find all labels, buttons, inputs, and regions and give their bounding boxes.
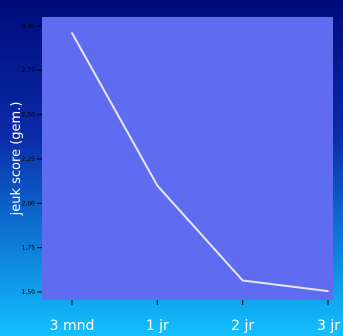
x-tick-label: 3 jr xyxy=(317,318,340,334)
y-tick-label: 2,00 xyxy=(22,200,36,207)
x-tick-label: 3 mnd xyxy=(50,318,95,334)
y-tick-label: 2,75 xyxy=(22,67,36,74)
data-point xyxy=(71,32,73,34)
y-axis-label: jeuk score (gem.) xyxy=(9,102,24,217)
y-tick-label: 1,75 xyxy=(22,245,36,252)
plot-area xyxy=(42,17,333,300)
data-point xyxy=(327,290,329,292)
y-axis: 1,50 1,75 2,00 2,25 2,50 2,75 3,00 xyxy=(22,23,42,296)
y-tick-label: 1,50 xyxy=(22,289,36,296)
x-tick-label: 1 jr xyxy=(146,318,169,334)
y-tick-label: 3,00 xyxy=(22,23,36,30)
x-axis: 3 mnd 1 jr 2 jr 3 jr xyxy=(50,300,340,334)
series-line xyxy=(71,32,329,293)
y-tick-label: 2,50 xyxy=(22,112,36,119)
data-point xyxy=(241,279,244,282)
series-group xyxy=(71,32,329,293)
x-tick-label: 2 jr xyxy=(231,318,254,334)
y-tick-label: 2,25 xyxy=(22,156,36,163)
data-point xyxy=(156,184,159,187)
